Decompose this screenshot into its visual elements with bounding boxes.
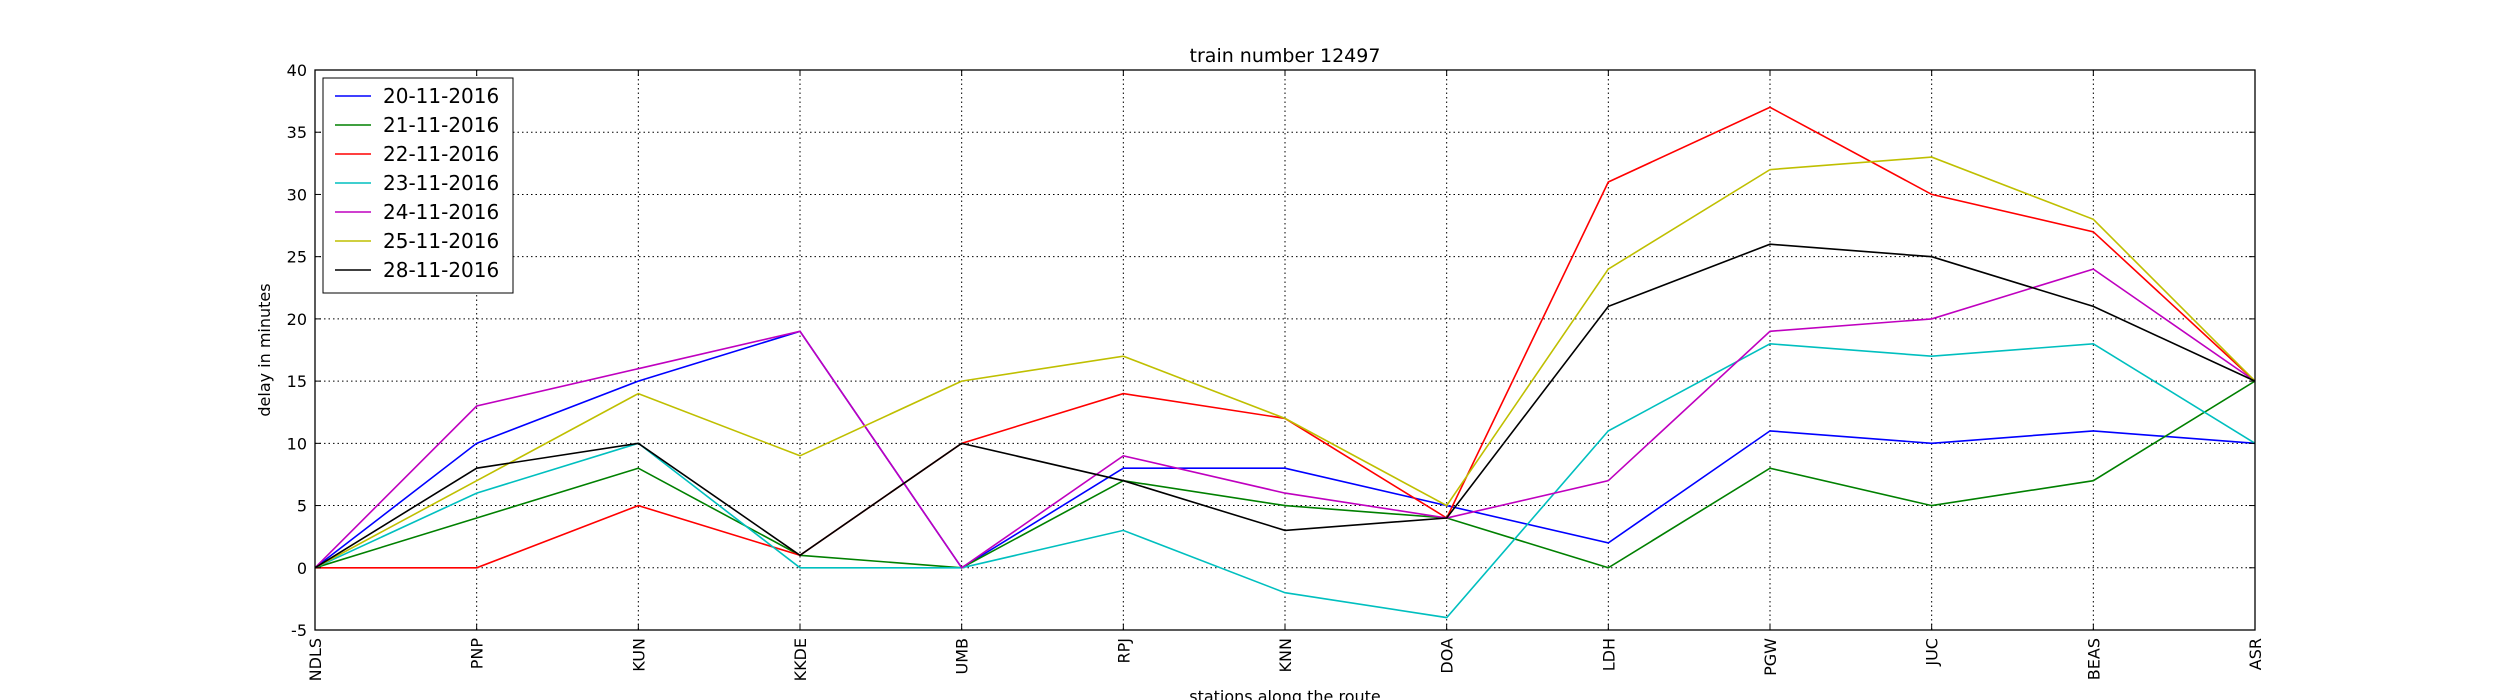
legend: 20-11-2016 21-11-2016 22-11-2016 23-11-2016… [322, 77, 514, 294]
y-tick-label: -5 [291, 621, 307, 640]
x-axis-ticks: NDLS PNP KUN KKDE UMB RPJ KNN DOA LDH PGW JUC BEAS A… [306, 70, 2265, 681]
x-tick-label: DOA [1438, 638, 1457, 674]
x-tick-label: BEAS [2084, 638, 2103, 680]
legend-label: 20-11-2016 [383, 84, 499, 108]
series-lines [314, 106, 2256, 619]
legend-label: 24-11-2016 [383, 200, 499, 224]
y-tick-label: 15 [287, 372, 307, 391]
legend-label: 25-11-2016 [383, 229, 499, 253]
y-axis-ticks: -5 0 5 10 15 20 25 30 35 40 [287, 61, 2255, 640]
x-tick-label: PGW [1761, 638, 1780, 676]
series-line-21-11-2016 [314, 380, 2256, 569]
legend-label: 28-11-2016 [383, 258, 499, 282]
x-tick-label: KKDE [791, 638, 810, 681]
legend-box [322, 77, 514, 294]
x-axis-label: stations along the route [1189, 687, 1381, 700]
y-tick-label: 10 [287, 434, 307, 453]
series-line-28-11-2016 [314, 243, 2256, 569]
x-tick-label: NDLS [306, 638, 325, 681]
x-tick-label: JUC [1923, 638, 1942, 667]
series-line-20-11-2016 [314, 330, 2256, 569]
chart-title: train number 12497 [1190, 45, 1381, 67]
series-line-24-11-2016 [314, 268, 2256, 569]
y-tick-label: 25 [287, 248, 307, 267]
x-tick-label: ASR [2246, 638, 2265, 670]
y-tick-label: 0 [297, 559, 307, 578]
y-tick-label: 35 [287, 123, 307, 142]
y-tick-label: 5 [297, 497, 307, 516]
y-axis-label: delay in minutes [255, 283, 274, 416]
legend-label: 23-11-2016 [383, 171, 499, 195]
x-tick-label: LDH [1599, 638, 1618, 671]
series-line-25-11-2016 [314, 156, 2256, 569]
x-tick-label: RPJ [1114, 638, 1133, 663]
y-tick-label: 20 [287, 310, 307, 329]
legend-label: 22-11-2016 [383, 142, 499, 166]
x-tick-label: KUN [629, 638, 648, 672]
x-tick-label: UMB [953, 638, 972, 675]
y-tick-label: 40 [287, 61, 307, 80]
y-tick-label: 30 [287, 185, 307, 204]
x-tick-label: KNN [1276, 638, 1295, 672]
legend-label: 21-11-2016 [383, 113, 499, 137]
x-tick-label: PNP [468, 638, 487, 670]
